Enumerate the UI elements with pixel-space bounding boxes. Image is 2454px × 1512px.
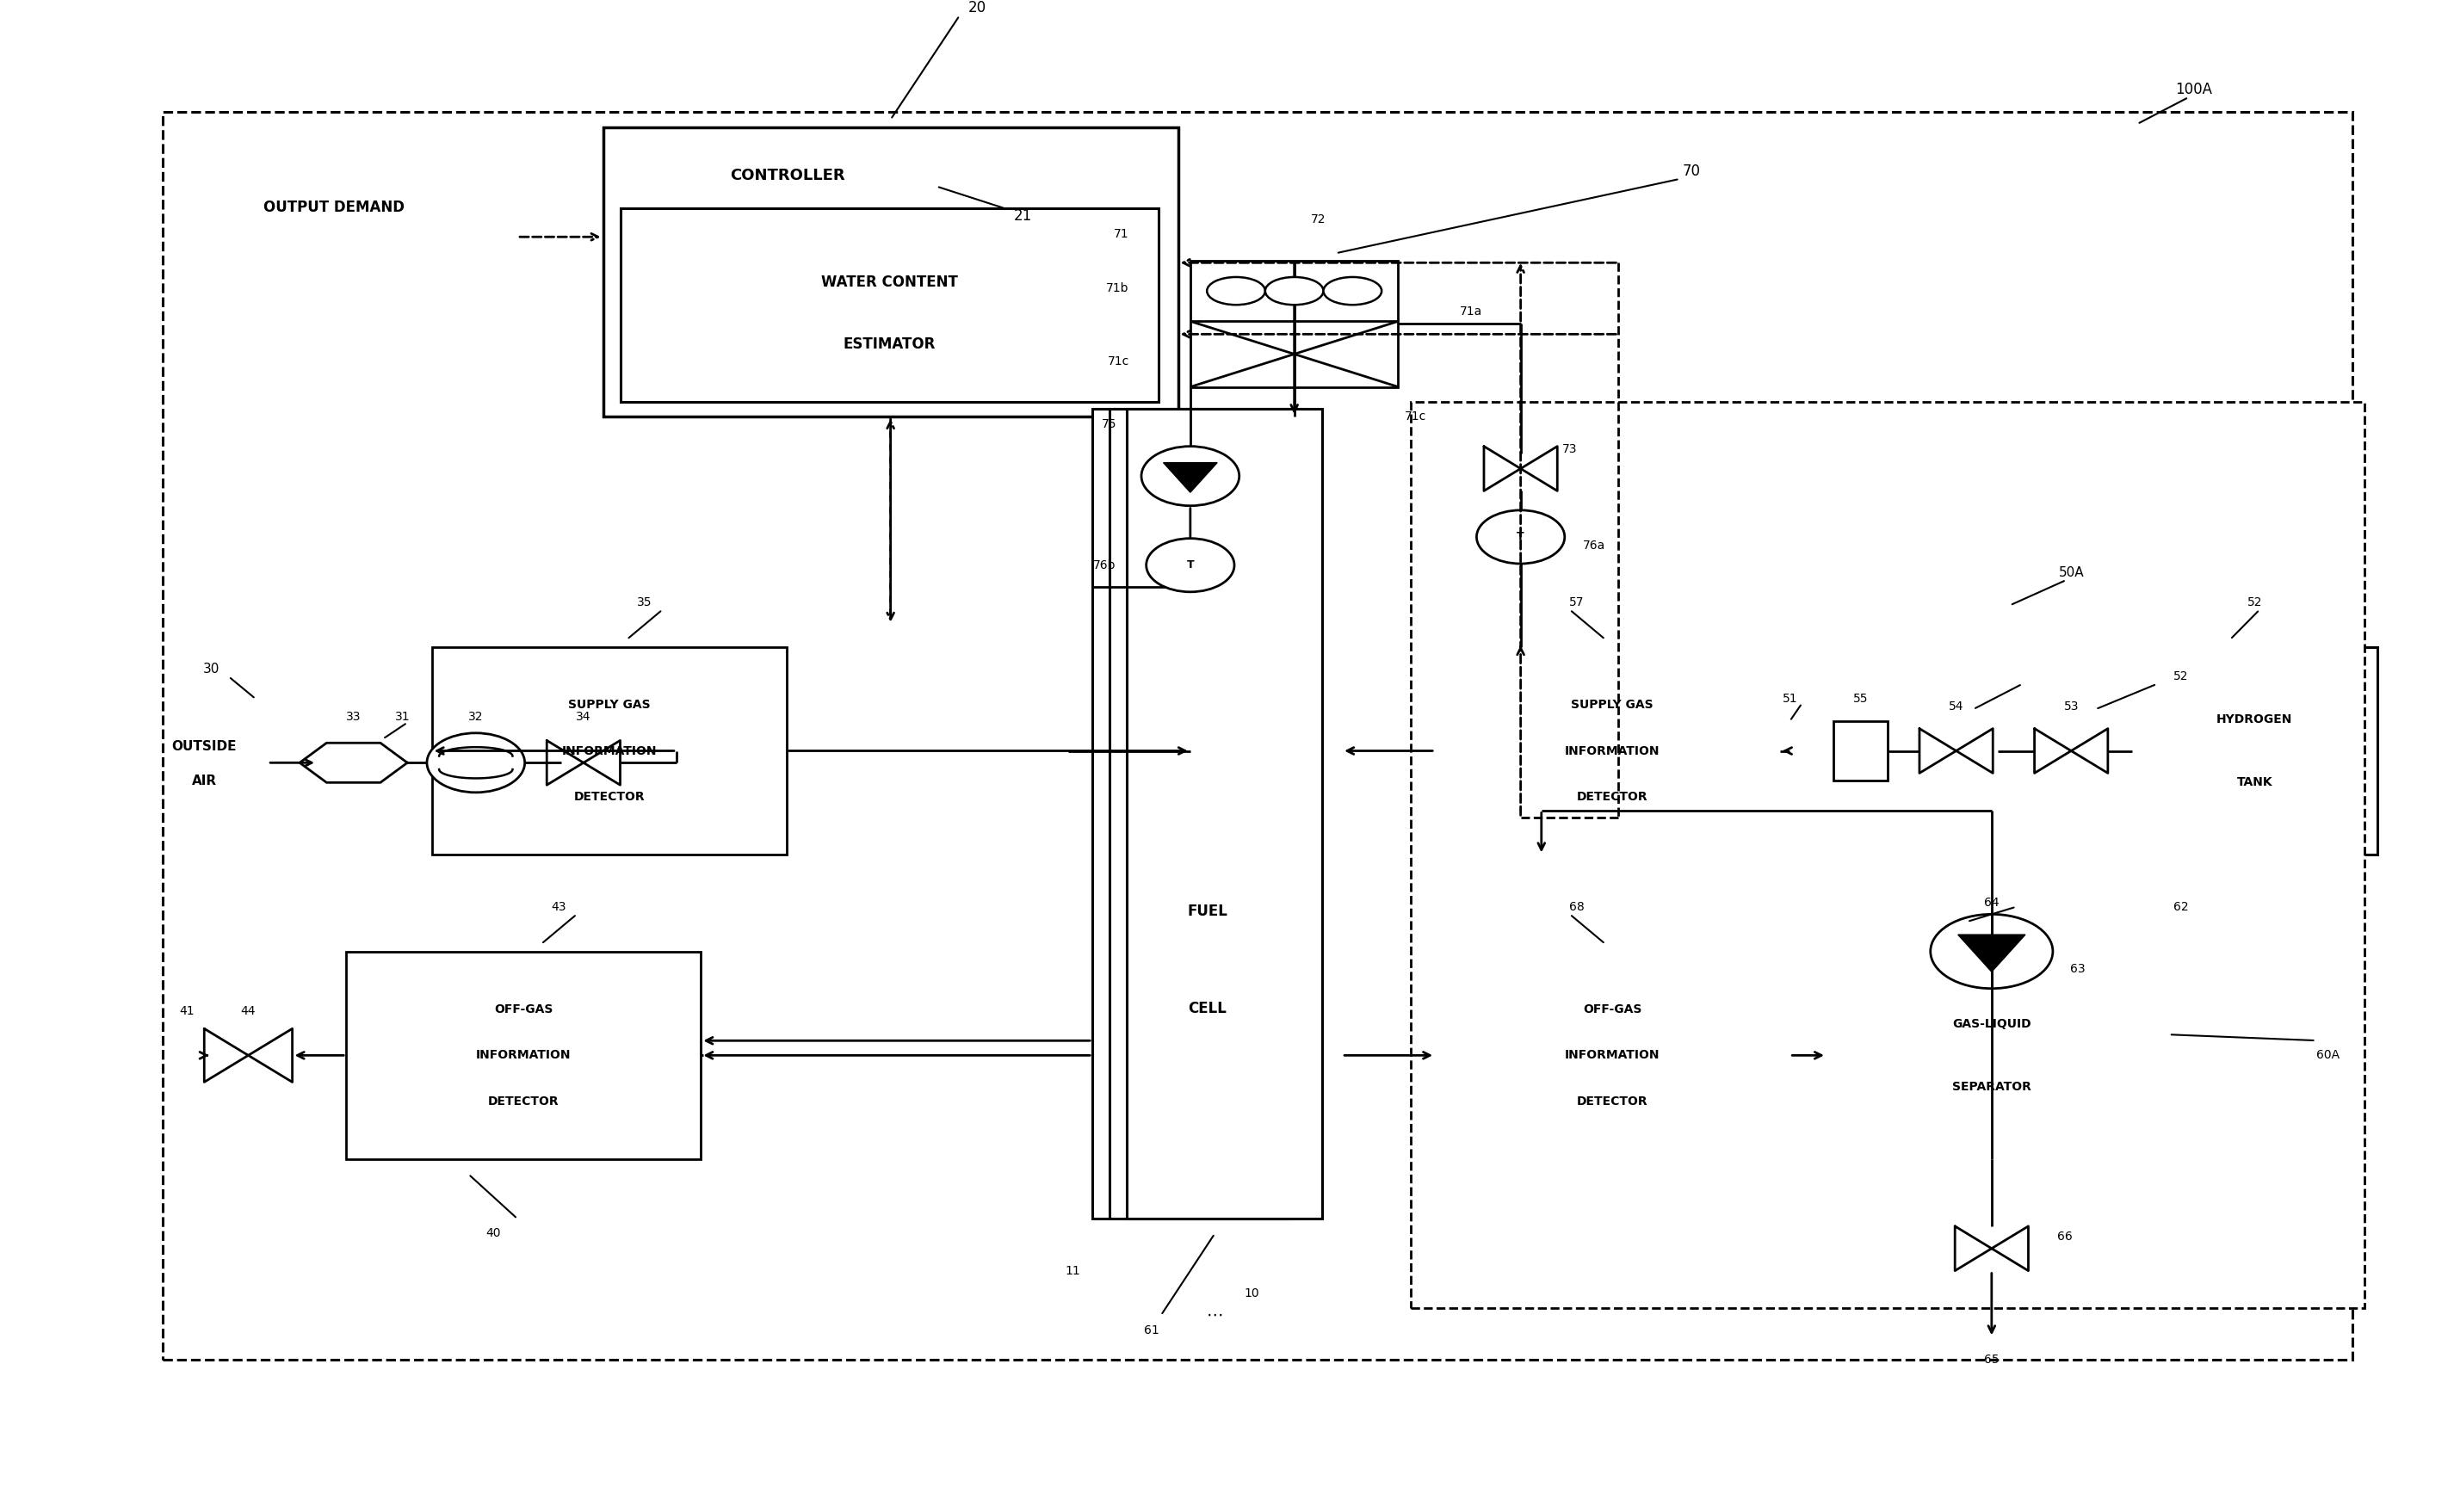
Text: 70: 70 xyxy=(1683,163,1701,180)
Text: 57: 57 xyxy=(1571,596,1585,608)
Ellipse shape xyxy=(1323,277,1382,305)
Bar xyxy=(1826,951,2157,1160)
Text: DETECTOR: DETECTOR xyxy=(574,791,645,803)
Text: 76b: 76b xyxy=(1092,559,1117,572)
Text: 40: 40 xyxy=(486,1228,501,1240)
Bar xyxy=(1109,410,1306,1219)
Text: 52: 52 xyxy=(2248,596,2263,608)
Bar xyxy=(1833,721,1887,780)
Text: 50A: 50A xyxy=(2059,565,2083,579)
Text: AIR: AIR xyxy=(191,774,216,788)
Text: 68: 68 xyxy=(1568,901,1585,913)
Text: 63: 63 xyxy=(2069,963,2086,975)
Text: 66: 66 xyxy=(2056,1231,2074,1243)
Text: OFF-GAS: OFF-GAS xyxy=(1583,1004,1642,1016)
Text: 61: 61 xyxy=(1144,1325,1158,1337)
Text: INFORMATION: INFORMATION xyxy=(1566,745,1659,758)
Bar xyxy=(1436,647,1789,854)
Text: 54: 54 xyxy=(1948,700,1963,712)
Text: 71c: 71c xyxy=(1404,411,1426,423)
Text: WATER CONTENT: WATER CONTENT xyxy=(822,274,957,290)
Text: INFORMATION: INFORMATION xyxy=(562,745,658,758)
Text: 62: 62 xyxy=(2174,901,2189,913)
Text: 10: 10 xyxy=(1244,1287,1259,1299)
Text: DETECTOR: DETECTOR xyxy=(488,1095,560,1107)
Circle shape xyxy=(1141,446,1239,505)
Bar xyxy=(432,647,788,854)
Circle shape xyxy=(1931,915,2054,989)
Text: OUTSIDE: OUTSIDE xyxy=(172,739,236,753)
Text: 71a: 71a xyxy=(1460,305,1482,318)
Text: 41: 41 xyxy=(179,1005,194,1016)
Text: 32: 32 xyxy=(469,711,483,723)
Text: DETECTOR: DETECTOR xyxy=(1578,791,1649,803)
Text: ESTIMATOR: ESTIMATOR xyxy=(844,336,935,352)
Ellipse shape xyxy=(1207,277,1266,305)
Bar xyxy=(621,209,1158,402)
Bar xyxy=(1436,951,1789,1160)
Text: 33: 33 xyxy=(346,711,361,723)
Text: INFORMATION: INFORMATION xyxy=(1566,1049,1659,1061)
Text: 76a: 76a xyxy=(1583,540,1605,552)
Text: 30: 30 xyxy=(204,662,221,676)
Text: 34: 34 xyxy=(577,711,591,723)
Text: 72: 72 xyxy=(1310,213,1325,225)
Text: 53: 53 xyxy=(2064,700,2079,712)
Text: 44: 44 xyxy=(240,1005,255,1016)
Circle shape xyxy=(1477,510,1566,564)
Bar xyxy=(346,951,702,1160)
Text: 43: 43 xyxy=(552,901,567,913)
Text: HYDROGEN: HYDROGEN xyxy=(2216,714,2292,726)
Text: 35: 35 xyxy=(638,596,653,608)
Text: 71b: 71b xyxy=(1107,283,1129,295)
Text: 31: 31 xyxy=(395,711,410,723)
Text: 100A: 100A xyxy=(2174,82,2211,98)
Polygon shape xyxy=(1958,934,2025,972)
Text: 75: 75 xyxy=(1102,417,1117,429)
Text: GAS-LIQUID: GAS-LIQUID xyxy=(1953,1018,2032,1030)
Bar xyxy=(1092,410,1288,1219)
Text: FUEL: FUEL xyxy=(1188,903,1227,919)
Text: ⋯: ⋯ xyxy=(1207,1308,1222,1323)
Bar xyxy=(604,127,1178,417)
Ellipse shape xyxy=(1266,277,1323,305)
Bar xyxy=(2133,647,2378,854)
Bar xyxy=(1126,410,1323,1219)
Text: 60A: 60A xyxy=(2317,1049,2339,1061)
Text: 64: 64 xyxy=(1983,897,2000,909)
Text: OUTPUT DEMAND: OUTPUT DEMAND xyxy=(263,200,405,215)
Text: T: T xyxy=(1517,531,1524,543)
Text: SUPPLY GAS: SUPPLY GAS xyxy=(567,699,650,711)
Circle shape xyxy=(427,733,525,792)
Text: INFORMATION: INFORMATION xyxy=(476,1049,572,1061)
Text: 51: 51 xyxy=(1782,692,1796,705)
Text: 52: 52 xyxy=(2174,670,2189,682)
Text: 71: 71 xyxy=(1114,228,1129,240)
Bar xyxy=(162,112,2353,1359)
Circle shape xyxy=(1146,538,1234,591)
Text: 71c: 71c xyxy=(1107,355,1129,367)
Text: 73: 73 xyxy=(1563,443,1578,455)
Text: T: T xyxy=(1188,559,1195,570)
Text: 65: 65 xyxy=(1983,1353,2000,1365)
Bar xyxy=(1190,260,1399,387)
Text: 20: 20 xyxy=(967,0,987,15)
Bar xyxy=(1411,402,2366,1308)
Text: SUPPLY GAS: SUPPLY GAS xyxy=(1571,699,1654,711)
Text: DETECTOR: DETECTOR xyxy=(1578,1095,1649,1107)
Polygon shape xyxy=(1163,463,1217,493)
Text: TANK: TANK xyxy=(2236,776,2272,788)
Text: OFF-GAS: OFF-GAS xyxy=(493,1004,552,1016)
Text: 55: 55 xyxy=(1853,692,1867,705)
Text: 21: 21 xyxy=(1014,209,1033,224)
Text: SEPARATOR: SEPARATOR xyxy=(1951,1081,2032,1093)
Text: 11: 11 xyxy=(1065,1264,1080,1276)
Text: CONTROLLER: CONTROLLER xyxy=(731,168,844,184)
Text: CELL: CELL xyxy=(1188,1001,1227,1016)
